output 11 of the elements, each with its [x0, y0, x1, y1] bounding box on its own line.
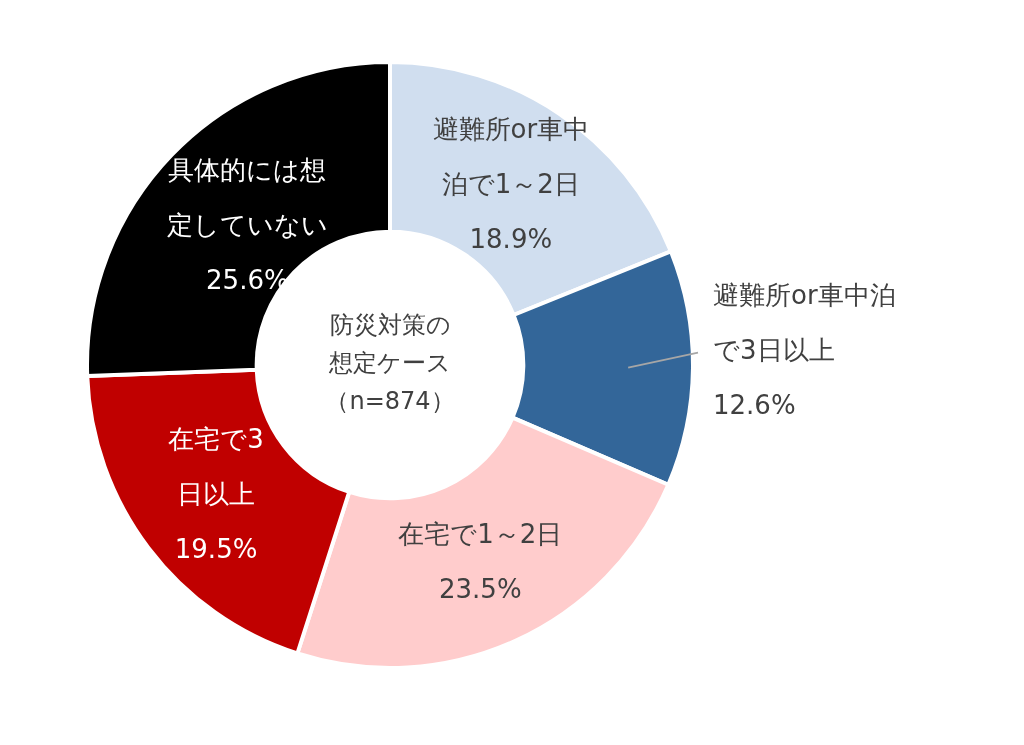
slice-label: 具体的には想定していない: [166, 155, 328, 241]
text: （n=874）: [325, 387, 455, 416]
slice-label: 避難所or車中泊で1～2日: [432, 113, 590, 199]
text: 防災対策の想定ケース: [328, 311, 451, 378]
slice-label: 避難所or車中泊で3日以上: [713, 280, 896, 366]
data-label: 19.5%: [174, 534, 258, 565]
data-label: 12.6%: [713, 390, 796, 421]
data-label: 18.9%: [469, 223, 553, 254]
slice-label: 在宅で3日以上: [168, 424, 264, 510]
data-label: 23.5%: [439, 573, 522, 604]
slice-label: 在宅で1～2日: [398, 518, 563, 549]
